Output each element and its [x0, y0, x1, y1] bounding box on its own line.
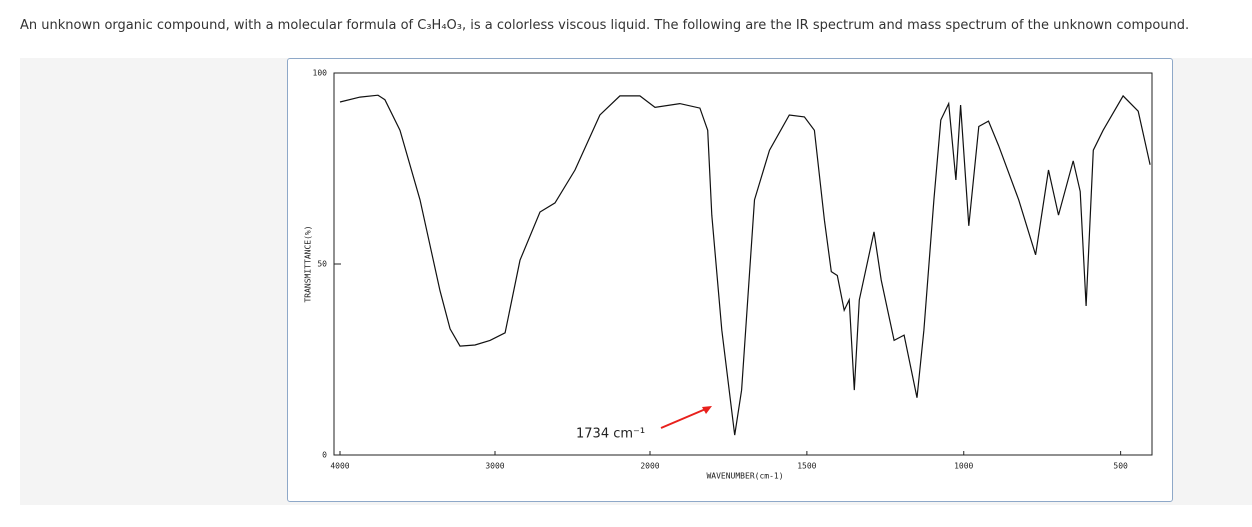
x-tick-label: 500: [1113, 462, 1128, 471]
y-tick-label: 0: [322, 451, 327, 460]
arrow-head: [702, 406, 712, 414]
x-tick-label: 4000: [330, 462, 349, 471]
annotation: 1734 cm⁻¹: [576, 427, 645, 442]
x-tick-label: 3000: [485, 462, 504, 471]
x-tick-label: 1000: [954, 462, 973, 471]
arrow: [660, 407, 709, 429]
y-axis-label: TRANSMITTANCE(%): [304, 225, 313, 302]
x-axis-label: WAVENUMBER(cm-1): [706, 472, 783, 481]
figure-box: [287, 58, 1173, 502]
spectrum-line: [339, 94, 1151, 436]
question-text: An unknown organic compound, with a mole…: [20, 18, 1190, 33]
plot-frame: [333, 72, 1153, 456]
y-tick-label: 50: [317, 260, 327, 269]
x-tick-label: 2000: [640, 462, 659, 471]
y-tick-label: 100: [313, 69, 328, 78]
x-tick-label: 1500: [797, 462, 816, 471]
